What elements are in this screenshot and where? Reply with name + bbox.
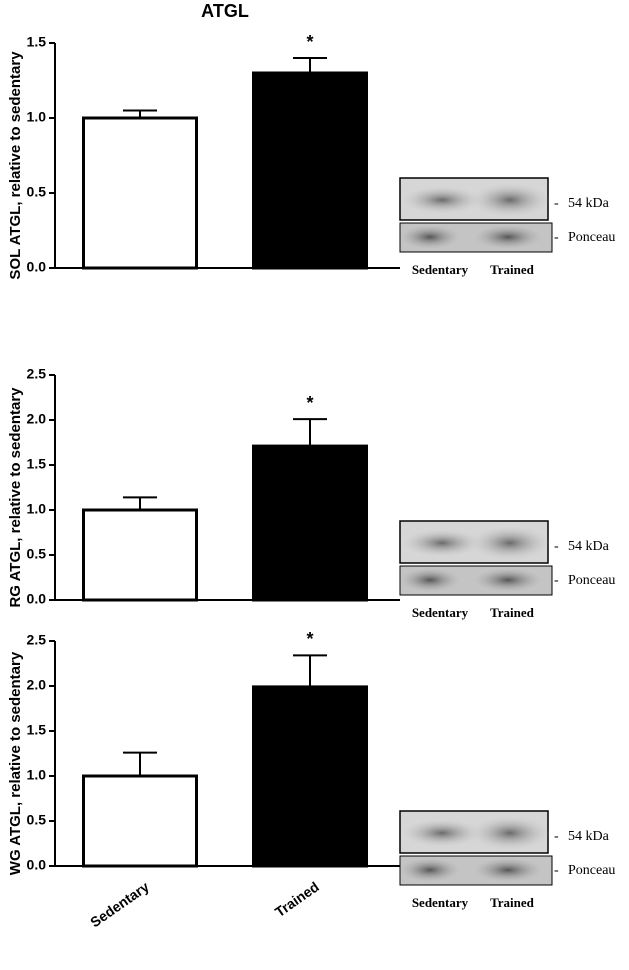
- lane-label: Sedentary: [412, 262, 469, 277]
- bar: [82, 774, 198, 868]
- y-axis-label: WG ATGL, relative to sedentary: [7, 651, 24, 875]
- lane-label: Trained: [490, 262, 535, 277]
- y-axis-label: RG ATGL, relative to sedentary: [7, 387, 24, 608]
- ponceau-marker: -: [554, 863, 559, 878]
- ponceau-label: Ponceau: [568, 573, 615, 588]
- y-tick-label: 2.0: [27, 677, 47, 693]
- significance-label: *: [306, 393, 313, 413]
- ponceau-label: Ponceau: [568, 230, 615, 245]
- blot-band: [470, 183, 550, 217]
- blot-band: [402, 186, 482, 214]
- y-tick-label: 2.5: [27, 632, 47, 648]
- ponceau-band: [400, 858, 460, 882]
- significance-label: *: [306, 629, 313, 649]
- bar: [252, 685, 368, 868]
- y-tick-label: 0.0: [27, 259, 47, 275]
- band-marker: -: [554, 539, 559, 554]
- y-tick-label: 0.5: [27, 184, 47, 200]
- lane-label: Sedentary: [412, 605, 469, 620]
- y-tick-label: 0.0: [27, 591, 47, 607]
- ponceau-band: [400, 568, 460, 592]
- lane-label: Trained: [490, 605, 535, 620]
- bar: [252, 71, 368, 270]
- ponceau-band: [400, 225, 460, 249]
- band-label: 54 kDa: [568, 196, 610, 211]
- band-marker: -: [554, 829, 559, 844]
- blot-band: [470, 816, 550, 850]
- ponceau-marker: -: [554, 230, 559, 245]
- y-tick-label: 2.5: [27, 366, 47, 382]
- lane-label: Trained: [490, 895, 535, 910]
- y-tick-label: 0.0: [27, 857, 47, 873]
- significance-label: *: [306, 32, 313, 52]
- y-axis-label: SOL ATGL, relative to sedentary: [7, 51, 24, 280]
- y-tick-label: 1.5: [27, 34, 47, 50]
- ponceau-label: Ponceau: [568, 863, 615, 878]
- y-tick-label: 1.0: [27, 109, 47, 125]
- ponceau-band: [474, 568, 542, 592]
- ponceau-band: [474, 225, 542, 249]
- x-tick-label: Sedentary: [87, 878, 152, 930]
- blot-band: [470, 526, 550, 560]
- bar: [252, 444, 368, 602]
- y-tick-label: 1.5: [27, 722, 47, 738]
- band-label: 54 kDa: [568, 829, 610, 844]
- y-tick-label: 1.0: [27, 767, 47, 783]
- band-label: 54 kDa: [568, 539, 610, 554]
- y-tick-label: 1.5: [27, 456, 47, 472]
- ponceau-marker: -: [554, 573, 559, 588]
- blot-band: [402, 529, 482, 557]
- y-tick-label: 1.0: [27, 501, 47, 517]
- y-tick-label: 0.5: [27, 546, 47, 562]
- band-marker: -: [554, 196, 559, 211]
- bar: [82, 508, 198, 602]
- ponceau-band: [474, 858, 542, 882]
- x-tick-label: Trained: [272, 878, 322, 920]
- lane-label: Sedentary: [412, 895, 469, 910]
- y-tick-label: 0.5: [27, 812, 47, 828]
- bar: [82, 116, 198, 270]
- y-tick-label: 2.0: [27, 411, 47, 427]
- chart-title: ATGL: [201, 1, 249, 21]
- blot-band: [402, 819, 482, 847]
